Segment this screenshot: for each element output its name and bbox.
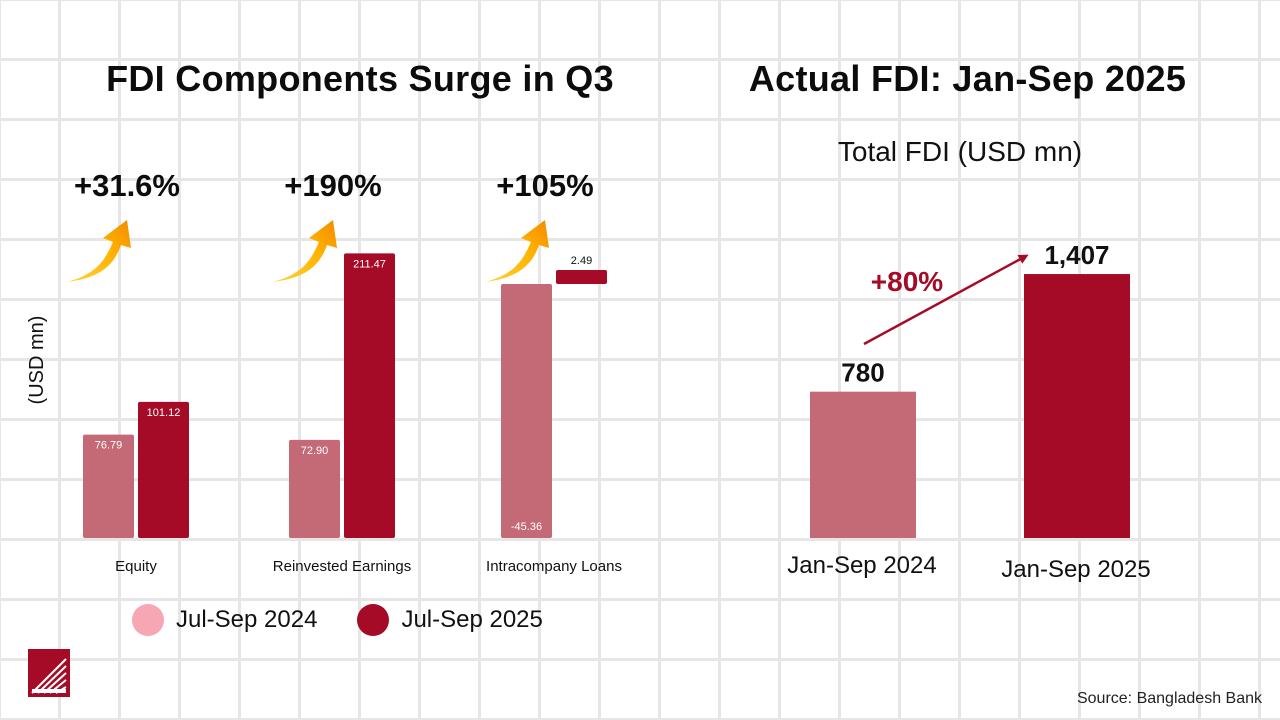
- legend-label-2025: Jul-Sep 2025: [401, 606, 543, 633]
- bar-2024-intracompany-loans: [501, 284, 552, 538]
- total-fdi-bar-2025: [1024, 274, 1130, 538]
- growth-percent-label: +31.6%: [74, 168, 180, 203]
- growth-arrow-icon: [485, 220, 549, 282]
- components-bar-chart: (USD mn) 76.79 101.12 Equity +31.6% 72.90 211.…: [26, 168, 622, 575]
- bar-2025-reinvested-earnings: [344, 253, 395, 538]
- bank-logo-icon: [28, 649, 70, 702]
- growth-percent-label: +105%: [496, 168, 593, 203]
- bar-2024-reinvested-earnings: [289, 439, 340, 538]
- y-axis-label: (USD mn): [26, 316, 48, 405]
- left-chart-title: FDI Components Surge in Q3: [106, 58, 614, 99]
- bar-2025-value-label: 2.49: [571, 255, 592, 267]
- bar-2024-equity: [83, 434, 134, 538]
- bar-2025-value-label: 211.47: [353, 258, 386, 270]
- total-fdi-bar-2024: [810, 391, 916, 538]
- total-fdi-category-label: Jan-Sep 2025: [1001, 556, 1150, 583]
- legend-item-2024: Jul-Sep 2024: [132, 604, 317, 636]
- growth-arrow-icon: [67, 220, 131, 282]
- bar-2025-equity: [138, 401, 189, 538]
- growth-trend-arrow: [863, 254, 1029, 346]
- bar-2024-value-label: -45.36: [511, 521, 542, 533]
- total-fdi-value-label: 780: [841, 358, 884, 388]
- total-fdi-value-label: 1,407: [1044, 240, 1109, 270]
- total-fdi-bar-chart: 780 Jan-Sep 2024 1,407 Jan-Sep 2025 +80%: [787, 240, 1150, 583]
- right-chart-title: Actual FDI: Jan-Sep 2025: [748, 58, 1187, 99]
- legend-label-2024: Jul-Sep 2024: [176, 606, 318, 633]
- category-label: Intracompany Loans: [486, 558, 622, 575]
- source-note: Source: Bangladesh Bank: [1076, 690, 1262, 707]
- legend-swatch-2024: [132, 604, 164, 636]
- bar-2025-intracompany-loans: [556, 270, 607, 284]
- right-chart-subtitle: Total FDI (USD mn): [837, 136, 1083, 167]
- total-growth-label: +80%: [871, 266, 943, 297]
- total-fdi-category-label: Jan-Sep 2024: [787, 552, 936, 579]
- chart-legend: Jul-Sep 2024 Jul-Sep 2025: [132, 604, 583, 636]
- growth-arrow-icon: [273, 220, 337, 282]
- category-label: Reinvested Earnings: [273, 558, 411, 575]
- bar-2024-value-label: 72.90: [301, 445, 329, 457]
- legend-item-2025: Jul-Sep 2025: [357, 604, 543, 636]
- bar-2024-value-label: 76.79: [95, 440, 123, 452]
- legend-swatch-2025: [357, 604, 390, 636]
- category-label: Equity: [115, 558, 157, 575]
- growth-percent-label: +190%: [284, 168, 381, 203]
- bar-2025-value-label: 101.12: [147, 407, 181, 419]
